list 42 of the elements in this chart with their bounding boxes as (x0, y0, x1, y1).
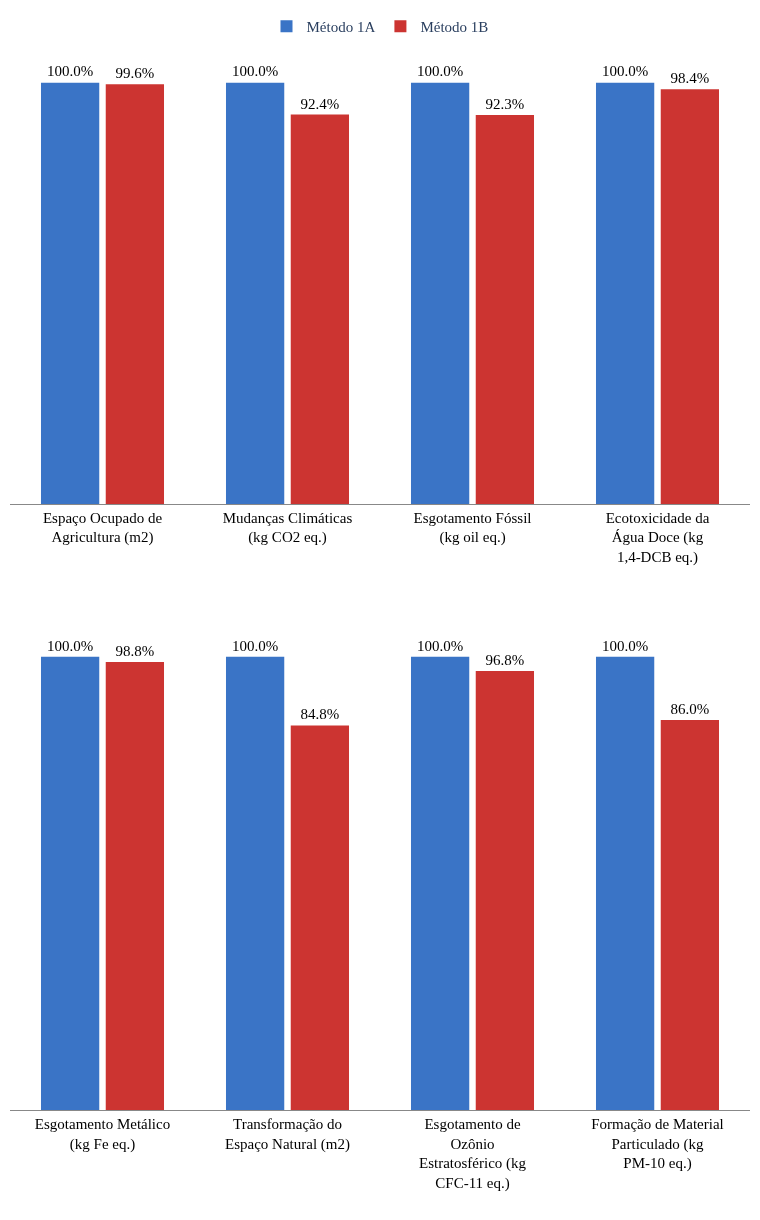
x-tick-label: Ecotoxicidade da Água Doce (kg 1,4-DCB eq.) (605, 509, 710, 566)
bar (290, 725, 350, 1110)
data-label: 100.0% (232, 637, 279, 654)
data-label: 84.8% (300, 706, 340, 723)
data-label: 92.3% (485, 95, 525, 112)
data-label: 100.0% (232, 63, 279, 80)
x-tick-label: Esgotamento Metálico (kg Fe eq.) (34, 1116, 171, 1153)
bar (595, 656, 655, 1110)
legend-label: Método 1A (306, 19, 376, 36)
bar (40, 82, 100, 504)
legend-label: Método 1B (420, 19, 489, 36)
bar (225, 82, 285, 504)
bar (290, 114, 350, 504)
bar (660, 720, 720, 1110)
x-tick-label: Esgotamento de Ozônio Estratosférico (kg CFC-11 eq.) (418, 1116, 527, 1192)
data-label: 100.0% (47, 637, 94, 654)
data-label: 98.4% (670, 70, 710, 87)
x-tick-label: Formação de Material Particulado (kg PM-10 eq.) (591, 1116, 724, 1172)
bar (410, 656, 470, 1110)
bar (40, 656, 100, 1110)
data-label: 92.4% (300, 95, 340, 112)
data-label: 100.0% (417, 637, 464, 654)
data-label: 96.8% (485, 652, 525, 669)
data-label: 100.0% (417, 63, 464, 80)
bar (410, 82, 470, 504)
bar (660, 89, 720, 504)
x-tick-label: Espaço Ocupado de Agricultura (m2) (42, 509, 163, 547)
data-label: 100.0% (602, 63, 649, 80)
x-tick-label: Esgotamento Fóssil (kg oil eq.) (413, 509, 532, 547)
data-label: 100.0% (47, 63, 94, 80)
bar (105, 84, 165, 504)
bar (225, 656, 285, 1110)
bar (475, 671, 535, 1110)
data-label: 99.6% (115, 65, 155, 82)
bar (475, 114, 535, 504)
bar (105, 661, 165, 1110)
x-tick-label: Transformação do Espaço Natural (m2) (225, 1116, 350, 1153)
data-label: 86.0% (670, 701, 710, 718)
data-label: 100.0% (602, 637, 649, 654)
x-tick-label: Mudanças Climáticas (kg CO2 eq.) (222, 509, 353, 547)
bar (595, 82, 655, 504)
data-label: 98.8% (115, 642, 155, 659)
